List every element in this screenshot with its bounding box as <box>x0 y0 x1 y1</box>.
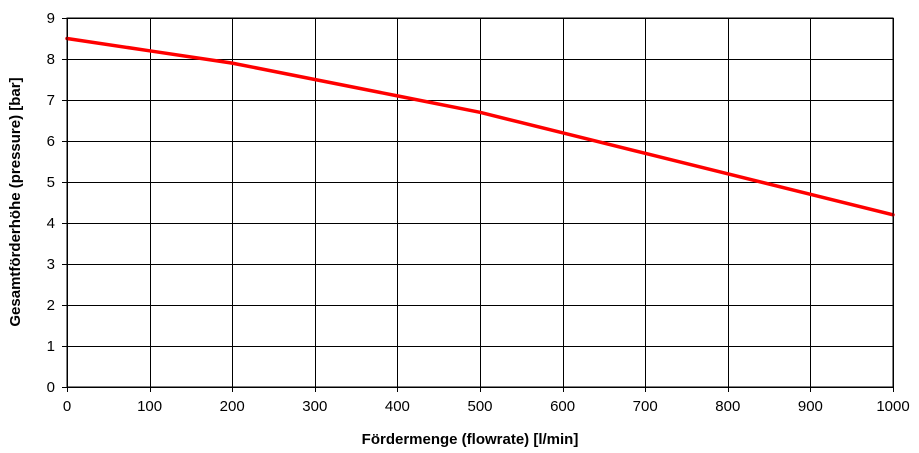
x-tick-label: 0 <box>63 398 71 415</box>
y-tick-label: 5 <box>47 174 55 191</box>
y-tick-label: 6 <box>47 133 55 150</box>
series-line <box>65 36 895 217</box>
y-tick-label: 0 <box>47 379 55 396</box>
y-tick-label: 8 <box>47 51 55 68</box>
x-tick-label: 200 <box>220 398 245 415</box>
x-tick-label: 1000 <box>876 398 909 415</box>
series-group <box>65 36 895 217</box>
x-tick-label: 900 <box>798 398 823 415</box>
plot-frame <box>66 17 894 388</box>
x-tick-label: 700 <box>633 398 658 415</box>
x-tick-label: 400 <box>385 398 410 415</box>
y-tick-label: 4 <box>47 215 55 232</box>
x-tick-label: 800 <box>715 398 740 415</box>
y-tick-label: 2 <box>47 297 55 314</box>
x-tick-label: 500 <box>467 398 492 415</box>
x-tick-label: 300 <box>302 398 327 415</box>
x-axis-title: Fördermenge (flowrate) [l/min] <box>362 431 579 448</box>
y-tick-label: 1 <box>47 338 55 355</box>
tick-labels: 0 100 200 300 400 500 600 700 800 900 1000 0 1 2 3 4 5 6 7… <box>47 10 910 415</box>
y-tick-label: 7 <box>47 92 55 109</box>
x-tick-label: 600 <box>550 398 575 415</box>
x-tick-label: 100 <box>137 398 162 415</box>
y-tick-label: 3 <box>47 256 55 273</box>
y-axis-title: Gesamtförderhöhe (pressure) [bar] <box>7 77 24 326</box>
y-tick-label: 9 <box>47 10 55 27</box>
